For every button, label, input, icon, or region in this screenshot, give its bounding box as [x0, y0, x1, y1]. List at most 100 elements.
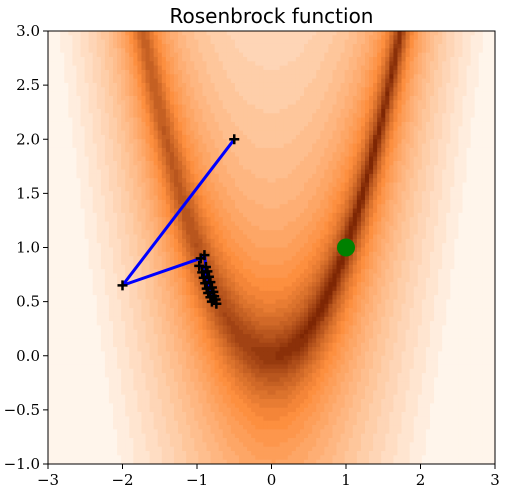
contour-cell	[243, 160, 248, 166]
contour-cell	[369, 173, 374, 179]
contour-cell	[466, 221, 472, 227]
contour-cell	[413, 182, 419, 188]
contour-cell	[332, 208, 338, 214]
contour-cell	[243, 152, 248, 158]
contour-cell	[332, 195, 338, 201]
contour-cell	[405, 117, 411, 123]
contour-cell	[84, 69, 90, 75]
contour-cell	[417, 160, 423, 166]
contour-cell	[291, 221, 297, 227]
contour-cell	[348, 178, 354, 184]
contour-cell	[275, 165, 281, 171]
contour-cell	[429, 78, 435, 84]
contour-cell	[104, 74, 110, 80]
contour-cell	[178, 165, 183, 171]
contour-cell	[381, 108, 386, 114]
contour-cell	[56, 113, 61, 119]
contour-cell	[108, 74, 114, 80]
contour-cell	[234, 35, 240, 41]
contour-cell	[377, 56, 382, 62]
contour-cell	[446, 108, 451, 114]
contour-cell	[117, 160, 122, 166]
contour-cell	[356, 43, 362, 49]
contour-cell	[104, 100, 110, 106]
contour-cell	[259, 165, 264, 171]
contour-cell	[373, 65, 378, 71]
contour-cell	[336, 108, 342, 114]
contour-cell	[263, 208, 269, 214]
contour-cell	[104, 186, 110, 192]
contour-cell	[442, 69, 447, 75]
contour-cell	[369, 113, 374, 119]
contour-cell	[169, 173, 175, 179]
contour-cell	[121, 108, 126, 114]
contour-cell	[194, 108, 199, 114]
contour-cell	[210, 91, 216, 97]
contour-cell	[312, 31, 317, 36]
contour-cell	[434, 178, 439, 184]
contour-cell	[198, 113, 204, 119]
contour-cell	[442, 134, 447, 140]
contour-cell	[478, 130, 484, 136]
contour-cell	[405, 204, 411, 210]
contour-cell	[230, 43, 236, 49]
contour-cell	[373, 195, 378, 201]
contour-cell	[68, 221, 73, 227]
contour-cell	[108, 87, 114, 93]
contour-cell	[48, 113, 53, 119]
contour-cell	[210, 156, 216, 162]
contour-cell	[137, 130, 143, 136]
contour-cell	[304, 35, 309, 41]
contour-cell	[133, 182, 138, 188]
contour-cell	[304, 65, 309, 71]
contour-cell	[434, 169, 439, 175]
contour-cell	[210, 147, 216, 153]
contour-cell	[377, 208, 382, 214]
contour-cell	[80, 52, 86, 58]
contour-cell	[133, 100, 138, 106]
contour-cell	[421, 100, 427, 106]
contour-cell	[52, 165, 57, 171]
contour-cell	[104, 108, 110, 114]
contour-cell	[417, 208, 423, 214]
contour-cell	[316, 61, 321, 67]
contour-cell	[125, 61, 130, 67]
contour-cell	[218, 35, 224, 41]
contour-cell	[360, 65, 366, 71]
contour-cell	[68, 65, 73, 71]
contour-cell	[454, 65, 460, 71]
contour-cell	[450, 69, 455, 75]
contour-cell	[182, 169, 187, 175]
contour-cell	[64, 186, 69, 192]
contour-cell	[238, 147, 244, 153]
contour-cell	[369, 152, 374, 158]
contour-cell	[149, 191, 155, 197]
contour-cell	[64, 221, 69, 227]
contour-cell	[267, 152, 273, 158]
contour-cell	[149, 52, 155, 58]
contour-cell	[425, 134, 431, 140]
contour-cell	[255, 100, 260, 106]
contour-cell	[218, 48, 224, 54]
contour-cell	[104, 31, 110, 36]
contour-cell	[421, 52, 427, 58]
contour-cell	[393, 100, 399, 106]
contour-cell	[413, 43, 419, 49]
contour-cell	[129, 221, 134, 227]
contour-cell	[385, 52, 390, 58]
contour-cell	[462, 87, 468, 93]
contour-cell	[100, 65, 106, 71]
contour-cell	[381, 100, 386, 106]
contour-cell	[389, 152, 395, 158]
contour-cell	[153, 221, 159, 227]
contour-cell	[121, 139, 126, 145]
contour-cell	[466, 108, 472, 114]
contour-cell	[295, 178, 301, 184]
contour-cell	[92, 95, 98, 101]
contour-cell	[389, 87, 395, 93]
contour-cell	[121, 31, 126, 36]
contour-cell	[397, 104, 403, 110]
contour-cell	[60, 195, 65, 201]
contour-cell	[385, 160, 390, 166]
